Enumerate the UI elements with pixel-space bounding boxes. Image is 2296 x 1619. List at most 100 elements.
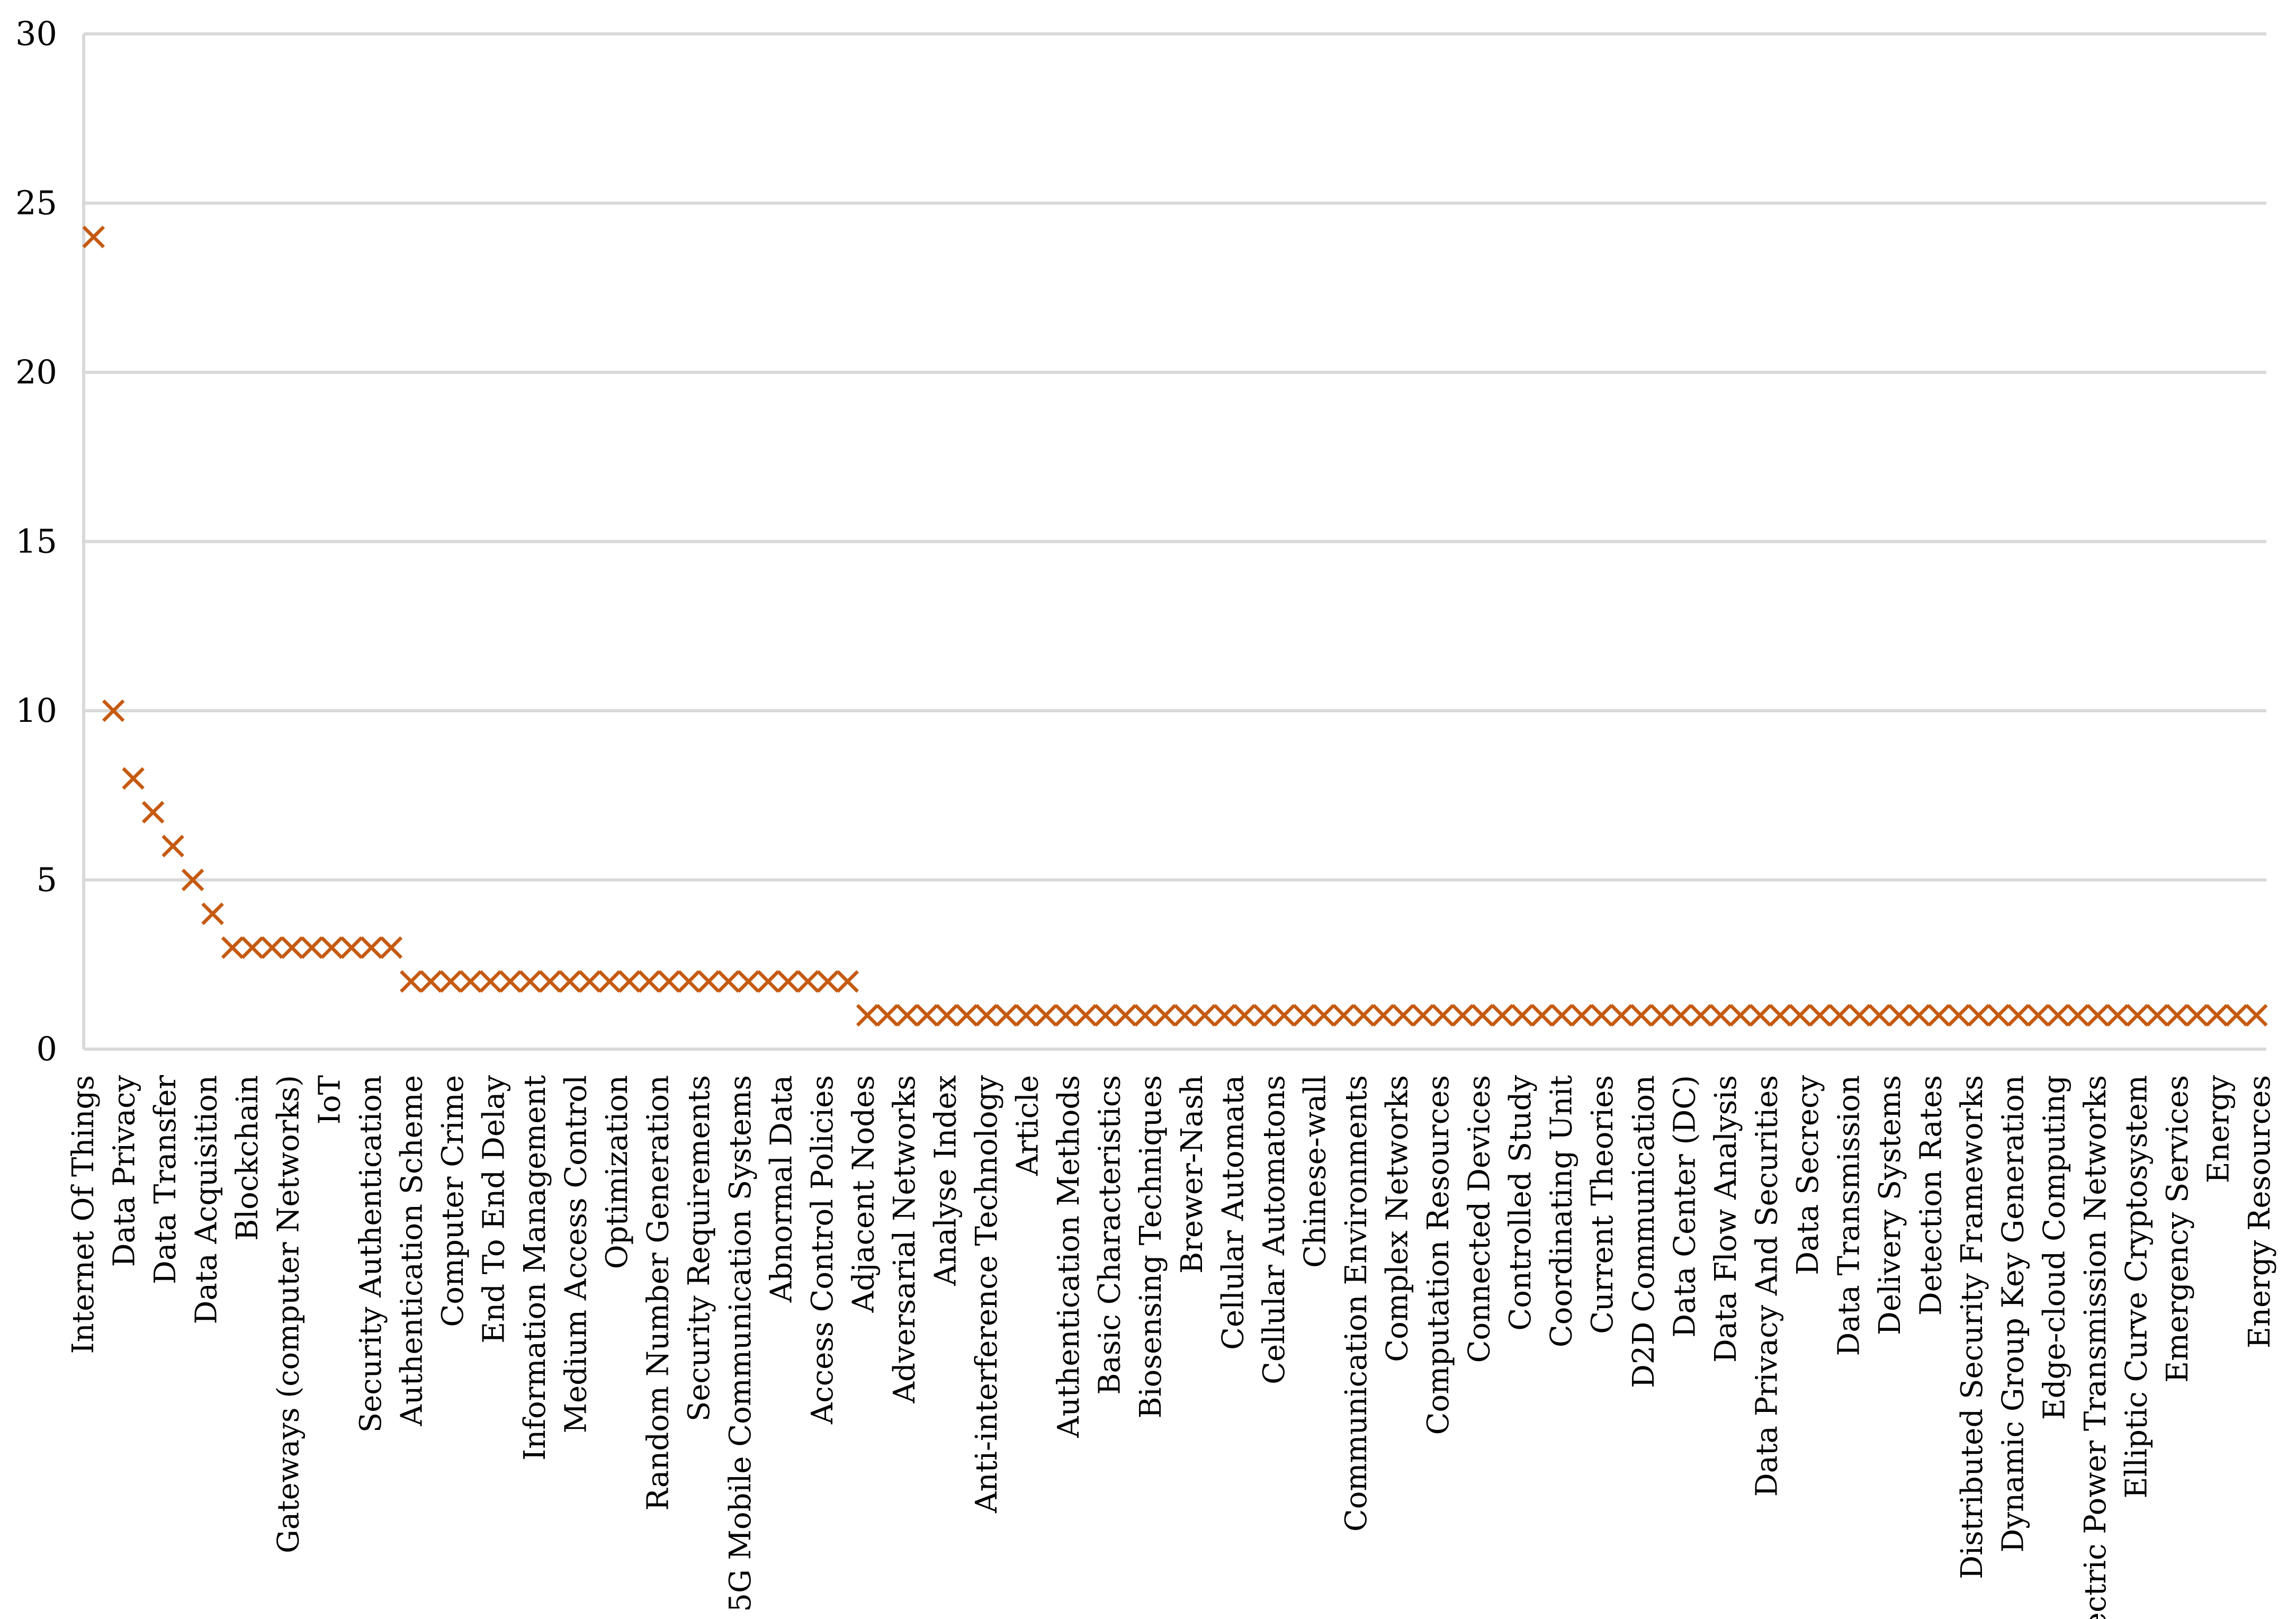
x-tick-label: Anti-interference Technology [970, 1075, 1004, 1514]
x-tick-label: Data Center (DC) [1667, 1075, 1702, 1338]
x-tick-label: Detection Rates [1914, 1075, 1949, 1316]
data-point [1689, 1004, 1712, 1027]
data-point [697, 970, 720, 993]
data-point [598, 970, 621, 993]
x-tick-label: Access Control Policies [805, 1075, 840, 1425]
x-tick-label: Optimization [600, 1075, 634, 1269]
x-tick-label: Chinese-wall [1298, 1075, 1332, 1268]
data-point [1491, 1004, 1514, 1027]
data-point [2185, 1004, 2209, 1027]
data-point [439, 970, 462, 993]
data-point [1749, 1004, 1772, 1027]
data-point [1193, 1004, 1216, 1027]
data-point [1352, 1004, 1375, 1027]
data-point [82, 226, 105, 248]
data-point [1709, 1004, 1732, 1027]
data-point [558, 970, 581, 993]
data-point [102, 699, 125, 722]
x-tick-label: Data Privacy And Securities [1750, 1075, 1784, 1497]
y-tick-label: 30 [15, 14, 57, 53]
x-tick-label: Energy Resources [2243, 1075, 2277, 1348]
data-point [241, 936, 264, 959]
x-tick-label: Data Secrecy [1791, 1075, 1825, 1275]
data-point [1888, 1004, 1911, 1027]
x-tick-label: Internet Of Things [66, 1075, 101, 1354]
y-axis-ticks: 0 5 10 15 20 25 30 [15, 14, 57, 1068]
data-point [419, 970, 443, 993]
x-tick-label: Complex Networks [1380, 1075, 1415, 1362]
data-point [757, 970, 780, 993]
y-tick-label: 25 [15, 184, 57, 222]
y-tick-label: 10 [15, 691, 57, 730]
data-point [2047, 1004, 2069, 1027]
data-point [796, 970, 820, 993]
data-point [281, 936, 303, 959]
data-point [181, 869, 204, 891]
x-tick-label: D2D Communication [1627, 1075, 1661, 1388]
x-tick-label: IoT [312, 1075, 347, 1124]
x-tick-label: Computation Resources [1421, 1075, 1456, 1435]
data-point [1729, 1004, 1752, 1027]
data-point [776, 970, 800, 993]
x-tick-label: Delivery Systems [1873, 1075, 1907, 1335]
x-tick-label: Edge-cloud Computing [2037, 1075, 2071, 1420]
x-tick-label: Basic Characteristics [1093, 1075, 1127, 1395]
x-tick-label: Controlled Study [1503, 1075, 1538, 1331]
data-point [618, 970, 641, 993]
data-point [360, 936, 383, 959]
x-tick-label: Computer Crime [436, 1075, 470, 1327]
data-point [1312, 1004, 1335, 1027]
data-point [737, 970, 760, 993]
x-tick-label: Security Authentication [354, 1075, 388, 1433]
data-point [2146, 1004, 2169, 1027]
x-tick-label: Coordinating Unit [1545, 1075, 1579, 1348]
data-point [975, 1004, 998, 1027]
data-point [995, 1004, 1018, 1027]
data-point [1332, 1004, 1355, 1027]
data-point [1173, 1004, 1197, 1027]
data-point [1114, 1004, 1137, 1027]
x-tick-label: Adjacent Nodes [846, 1075, 881, 1313]
data-point [1431, 1004, 1455, 1027]
data-point [1967, 1004, 1990, 1027]
x-tick-label: Biosensing Techniques [1134, 1075, 1168, 1418]
data-point [856, 1004, 879, 1027]
data-point [1451, 1004, 1474, 1027]
data-point [1253, 1004, 1276, 1027]
data-point [162, 835, 184, 857]
x-tick-label: Data Transmission [1832, 1075, 1867, 1356]
y-tick-label: 15 [15, 522, 57, 561]
y-tick-label: 5 [37, 861, 57, 899]
data-point [340, 936, 363, 959]
x-tick-label: Article [1011, 1075, 1045, 1176]
data-point [1570, 1004, 1593, 1027]
data-point [2225, 1004, 2248, 1027]
x-tick-label: Information Management [518, 1075, 552, 1461]
data-point [638, 970, 661, 993]
x-tick-label: Gateways (computer Networks) [272, 1075, 306, 1553]
data-point [916, 1004, 938, 1027]
data-point [1511, 1004, 1534, 1027]
data-point [1530, 1004, 1554, 1027]
data-point [300, 936, 324, 959]
data-point [1134, 1004, 1157, 1027]
data-point [261, 936, 284, 959]
data-point [2066, 1004, 2089, 1027]
data-point [717, 970, 740, 993]
x-tick-label: Adversarial Networks [887, 1075, 922, 1403]
x-tick-label: Connected Devices [1463, 1075, 1497, 1363]
data-point [1094, 1004, 1117, 1027]
data-point [1927, 1004, 1950, 1027]
x-tick-label: Cellular Automata [1216, 1075, 1250, 1350]
x-tick-label: Data Flow Analysis [1709, 1075, 1743, 1363]
data-point [1272, 1004, 1296, 1027]
data-point [1074, 1004, 1097, 1027]
x-tick-label: Random Number Generation [641, 1075, 676, 1511]
data-point [1412, 1004, 1434, 1027]
data-point [1015, 1004, 1038, 1027]
data-point [320, 936, 343, 959]
x-tick-label: Emergency Services [2160, 1075, 2195, 1383]
data-point [895, 1004, 919, 1027]
y-tick-label: 20 [15, 353, 57, 391]
x-tick-label: Energy [2201, 1075, 2236, 1184]
